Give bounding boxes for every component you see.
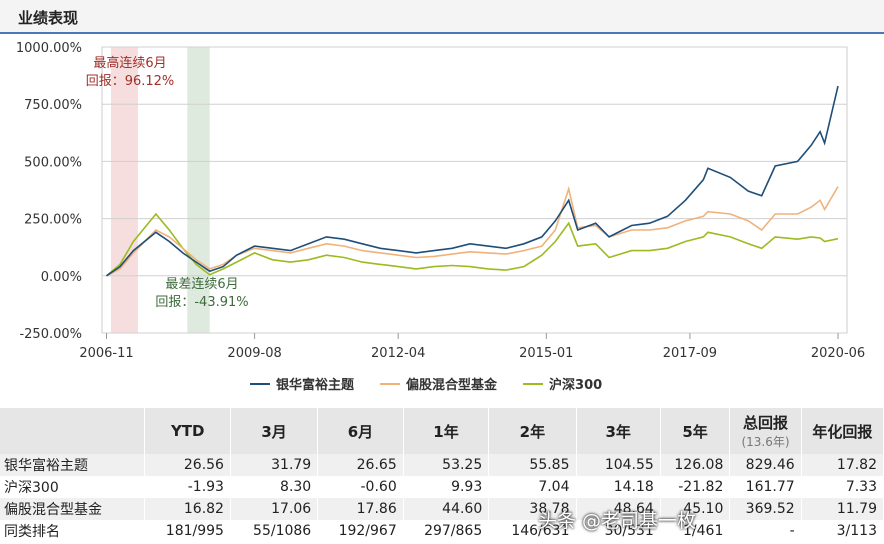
table-cell: 9.93 <box>403 476 490 498</box>
legend-label: 偏股混合型基金 <box>406 377 498 393</box>
x-tick-label: 2006-11 <box>79 346 133 361</box>
table-cell: 17.82 <box>801 454 884 476</box>
y-tick-label: -250.00% <box>19 327 82 342</box>
row-label: 同类排名 <box>0 520 146 542</box>
y-tick-label: 1000.00% <box>16 41 82 56</box>
y-tick-label: 500.00% <box>24 155 82 170</box>
table-cell: 7.04 <box>488 476 577 498</box>
table-cell: 45.10 <box>660 498 731 520</box>
table-cell: 146/631 <box>488 520 577 542</box>
row-label: 沪深300 <box>0 476 146 498</box>
table-cell: 369.52 <box>729 498 802 520</box>
header-text: 5年 <box>682 422 708 441</box>
highlight-band <box>110 47 138 333</box>
header-cell: 年化回报 <box>801 408 884 454</box>
row-label: 偏股混合型基金 <box>0 498 146 520</box>
table-cell: 297/865 <box>403 520 490 542</box>
row-label: 银华富裕主题 <box>0 454 146 476</box>
table-cell: -21.82 <box>660 476 731 498</box>
table-cell: -1.93 <box>144 476 231 498</box>
table-cell: 11.79 <box>801 498 884 520</box>
table-cell: 3/113 <box>801 520 884 542</box>
table-cell: 44.60 <box>403 498 490 520</box>
header-text: 6月 <box>347 422 374 441</box>
header-text: 3月 <box>261 422 287 441</box>
header: 业绩表现 <box>0 0 884 34</box>
table-cell: 8.30 <box>230 476 319 498</box>
header-row: YTD 3月 6月 1年 2年 3年 5年 总回报 (13.6年) 年化回报 <box>0 408 884 454</box>
table-cell: 48.64 <box>576 498 661 520</box>
table-cell: 7.33 <box>801 476 884 498</box>
header-cell <box>0 408 146 454</box>
chart: -250.00% 0.00% 250.00% 500.00% 750.00% 1000.0… <box>16 41 865 393</box>
table-row: 同类排名 181/995 55/1086 192/967 297/865 146/631 3… <box>0 520 884 542</box>
header-cell: 3年 <box>576 408 661 454</box>
table-row: 偏股混合型基金 16.82 17.06 17.86 44.60 38.78 48.64 45.… <box>0 498 884 520</box>
header-text: 总回报 <box>743 414 789 432</box>
table-cell: 26.65 <box>317 454 404 476</box>
table-cell: 1/461 <box>660 520 731 542</box>
table-cell: 16.82 <box>144 498 231 520</box>
header-note: (13.6年) <box>741 435 790 449</box>
table-cell: 30/531 <box>576 520 661 542</box>
table-cell: 126.08 <box>660 454 731 476</box>
header-text: 2年 <box>519 422 546 441</box>
header-cell: YTD <box>144 408 231 454</box>
x-tick-label: 2017-09 <box>663 346 717 361</box>
legend-label: 沪深300 <box>549 377 602 393</box>
table-row: 银华富裕主题 26.56 31.79 26.65 53.25 55.85 104.55 126… <box>0 454 884 476</box>
y-tick-label: 250.00% <box>24 213 82 228</box>
table-row: 沪深300 -1.93 8.30 -0.60 9.93 7.04 14.18 -21.82 16… <box>0 476 884 498</box>
table-cell: 38.78 <box>488 498 577 520</box>
table-cell: 161.77 <box>729 476 802 498</box>
series-line <box>105 212 839 277</box>
annotation-title: 最差连续6月 <box>165 276 238 292</box>
x-tick-label: 2009-08 <box>227 346 281 361</box>
header-text: 3年 <box>605 422 631 441</box>
watermark: 头条 @老司基一枚 <box>538 510 697 532</box>
header-text: 年化回报 <box>812 422 873 441</box>
performance-table: YTD 3月 6月 1年 2年 3年 5年 总回报 (13.6年) 年化回报银华富裕主题 26.56… <box>0 408 884 542</box>
series-line <box>106 185 839 277</box>
table-cell: -0.60 <box>317 476 404 498</box>
header-cell: 总回报 (13.6年) <box>729 408 802 454</box>
x-tick-label: 2020-06 <box>811 346 865 361</box>
header-cell: 2年 <box>488 408 577 454</box>
annotation-value: 回报：-43.91% <box>155 295 248 310</box>
table-cell: 55/1086 <box>230 520 319 542</box>
table-cell: 192/967 <box>317 520 404 542</box>
header-cell: 1年 <box>403 408 490 454</box>
header-text: YTD <box>170 422 205 440</box>
legend-label: 银华富裕主题 <box>276 377 355 393</box>
table-cell: 181/995 <box>144 520 231 542</box>
annotation-title: 最高连续6月 <box>93 55 166 71</box>
series-line <box>106 85 839 277</box>
y-tick-label: 0.00% <box>41 270 82 285</box>
header-title: 业绩表现 <box>18 9 79 27</box>
x-tick-label: 2012-04 <box>371 346 425 361</box>
table-cell: 31.79 <box>230 454 319 476</box>
table-cell: 55.85 <box>488 454 577 476</box>
x-tick-label: 2015-01 <box>519 346 573 361</box>
table-cell: 829.46 <box>729 454 802 476</box>
table-cell: 17.86 <box>317 498 404 520</box>
annotation-value: 回报：96.12% <box>86 74 175 89</box>
y-tick-label: 750.00% <box>24 98 82 113</box>
table-cell: 104.55 <box>576 454 661 476</box>
header-cell: 5年 <box>660 408 731 454</box>
table-cell: 26.56 <box>144 454 231 476</box>
header-text: 1年 <box>433 422 459 441</box>
table-cell: 14.18 <box>576 476 661 498</box>
header-cell: 6月 <box>317 408 404 454</box>
header-cell: 3月 <box>230 408 319 454</box>
table-cell: 17.06 <box>230 498 319 520</box>
table-cell: - <box>729 520 802 542</box>
table-cell: 53.25 <box>403 454 490 476</box>
